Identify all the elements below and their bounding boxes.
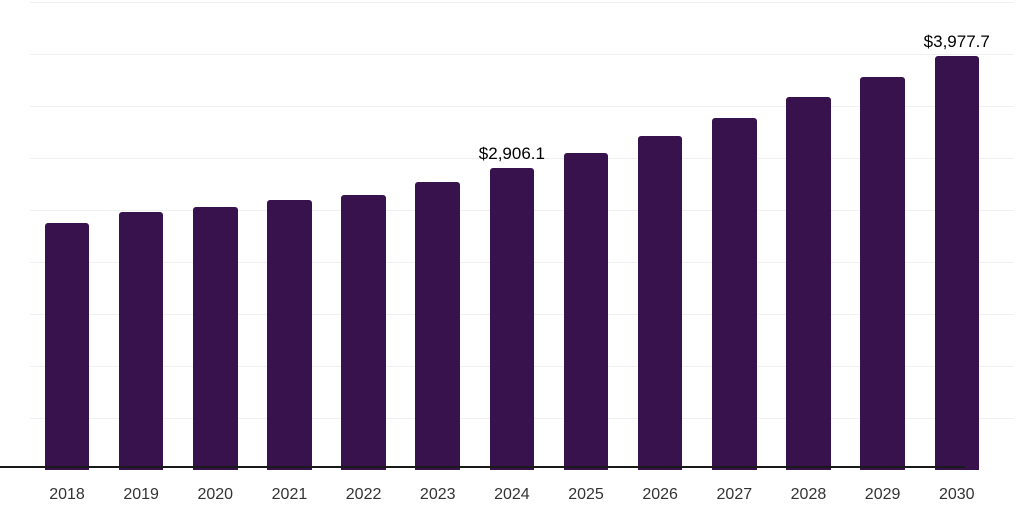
x-axis-tick-2028: 2028 xyxy=(790,486,827,503)
gridline xyxy=(30,158,1014,159)
bar-value-label-2024: $2,906.1 xyxy=(478,143,545,163)
x-axis-tick-2025: 2025 xyxy=(568,486,604,503)
bar-2030 xyxy=(934,56,979,470)
bar-2025 xyxy=(563,152,609,470)
bar-2028 xyxy=(786,96,831,470)
bar-2024 xyxy=(489,167,535,470)
bar-2021 xyxy=(267,200,312,470)
bar-2027 xyxy=(712,117,757,470)
x-axis-tick-2029: 2029 xyxy=(864,486,901,503)
gridline xyxy=(30,2,1014,3)
bar-2026 xyxy=(637,135,683,470)
x-axis-tick-2023: 2023 xyxy=(419,486,456,503)
x-axis-tick-2018: 2018 xyxy=(49,486,85,503)
bar-2018 xyxy=(44,223,90,470)
bar-2029 xyxy=(860,76,905,470)
x-axis-line xyxy=(0,466,965,468)
x-axis-tick-2030: 2030 xyxy=(938,486,975,503)
x-axis-tick-2022: 2022 xyxy=(345,486,382,503)
x-axis-tick-2020: 2020 xyxy=(197,486,234,503)
bar-2023 xyxy=(415,181,460,470)
x-axis-tick-2024: 2024 xyxy=(494,486,530,503)
bar-value-label-2030: $3,977.7 xyxy=(923,32,990,52)
x-axis-tick-2021: 2021 xyxy=(271,486,308,503)
gridline xyxy=(30,106,1014,107)
gridline xyxy=(30,54,1014,55)
bar-2020 xyxy=(193,206,238,470)
plot-area: $2,906.1 $3,977.7 xyxy=(30,2,1014,470)
x-axis-tick-2019: 2019 xyxy=(123,486,159,503)
bar-2019 xyxy=(118,211,164,470)
bar-2022 xyxy=(341,194,386,470)
x-axis-tick-2027: 2027 xyxy=(716,486,753,503)
x-axis-tick-2026: 2026 xyxy=(642,486,678,503)
